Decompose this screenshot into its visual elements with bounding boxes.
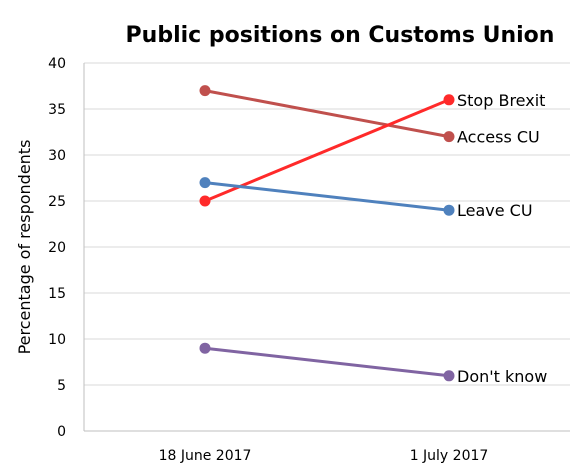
y-axis-label: Percentage of respondents: [15, 140, 34, 355]
series-line-access-cu: [203, 89, 451, 139]
series-label-access-cu: Access CU: [457, 128, 540, 147]
y-tick-label-35: 35: [48, 102, 66, 118]
series-label-don-t-know: Don't know: [457, 367, 547, 386]
y-tick-label-0: 0: [57, 424, 66, 440]
data-point-stop-brexit-0: [199, 195, 211, 207]
data-point-access-cu-0: [199, 85, 211, 97]
y-tick-label-30: 30: [48, 148, 66, 164]
x-tick-label-18-june-2017: 18 June 2017: [159, 448, 252, 464]
axes: 0 5 10 15 20 25 30 35 40 18 June 2017 1 July 2017: [48, 56, 570, 464]
data-point-don-t-know-1: [443, 370, 455, 382]
y-tick-label-40: 40: [48, 56, 66, 72]
grid-lines: [84, 62, 570, 432]
data-point-don-t-know-0: [199, 342, 211, 354]
series-line-leave-cu: [203, 181, 451, 212]
data-point-leave-cu-0: [199, 177, 211, 189]
series-label-stop-brexit: Stop Brexit: [457, 91, 545, 110]
y-tick-label-5: 5: [57, 378, 66, 394]
y-tick-label-20: 20: [48, 240, 66, 256]
y-tick-label-25: 25: [48, 194, 66, 210]
chart-title: Public positions on Customs Union: [126, 23, 555, 48]
series-labels: Access CU Stop Brexit Leave CU Don't know: [457, 91, 547, 386]
series-label-leave-cu: Leave CU: [457, 201, 533, 220]
series-line-don-t-know: [203, 346, 451, 378]
data-point-access-cu-1: [443, 131, 455, 143]
y-tick-label-15: 15: [48, 286, 66, 302]
data-point-stop-brexit-1: [443, 94, 455, 106]
data-point-leave-cu-1: [443, 204, 455, 216]
series-line-stop-brexit: [203, 98, 451, 203]
y-tick-label-10: 10: [48, 332, 66, 348]
series-lines: [199, 85, 455, 382]
x-tick-label-1-july-2017: 1 July 2017: [410, 448, 489, 464]
